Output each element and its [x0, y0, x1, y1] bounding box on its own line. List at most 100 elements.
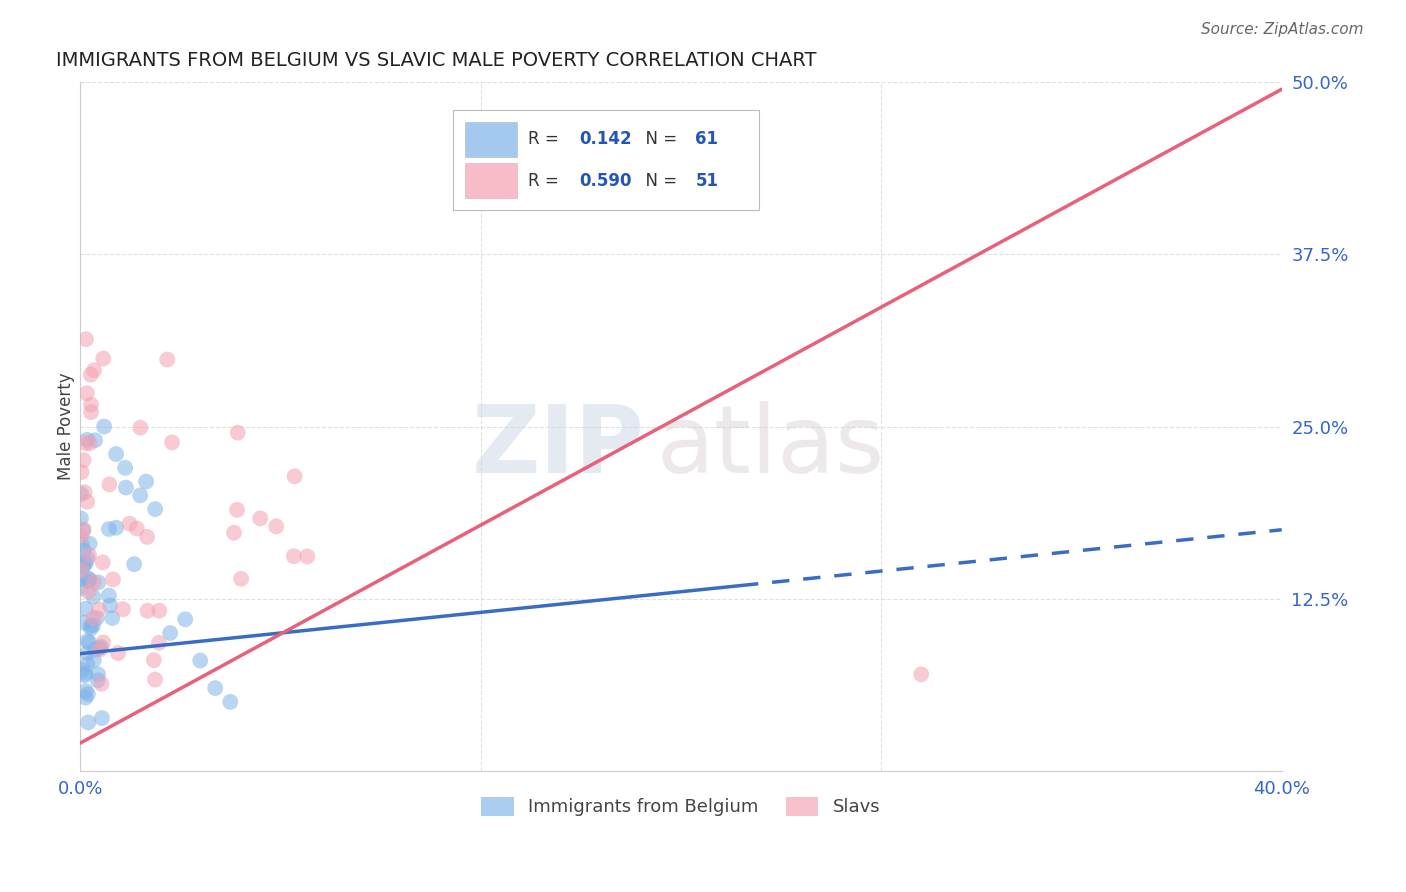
Point	[111, 602, 134, 616]
Point	[76, 433, 98, 447]
Point	[75, 436, 97, 450]
Point	[118, 516, 141, 531]
Point	[91, 635, 114, 649]
Point	[73, 543, 96, 558]
Point	[107, 646, 129, 660]
Point	[98, 599, 121, 613]
Point	[87, 667, 110, 681]
Point	[90, 677, 112, 691]
Point	[135, 475, 157, 489]
Point	[70, 465, 93, 479]
Point	[75, 332, 97, 346]
Point	[80, 621, 103, 635]
Point	[80, 368, 103, 382]
Point	[70, 511, 93, 525]
Point	[79, 619, 101, 633]
Legend: Immigrants from Belgium, Slavs: Immigrants from Belgium, Slavs	[474, 789, 887, 823]
Point	[73, 668, 96, 682]
Point	[75, 666, 97, 681]
Point	[73, 485, 96, 500]
Point	[80, 405, 103, 419]
Point	[73, 615, 96, 630]
Point	[79, 548, 101, 562]
Point	[101, 611, 124, 625]
Point	[70, 487, 93, 501]
Point	[77, 585, 100, 599]
Point	[156, 352, 179, 367]
Point	[72, 524, 94, 538]
Point	[98, 477, 121, 491]
Point	[70, 529, 93, 543]
FancyBboxPatch shape	[464, 122, 517, 157]
Point	[76, 551, 98, 566]
Point	[97, 522, 120, 536]
Point	[82, 618, 104, 632]
Point	[249, 511, 271, 525]
Text: IMMIGRANTS FROM BELGIUM VS SLAVIC MALE POVERTY CORRELATION CHART: IMMIGRANTS FROM BELGIUM VS SLAVIC MALE P…	[56, 51, 817, 70]
Point	[77, 715, 100, 730]
Point	[489, 171, 512, 186]
Point	[188, 654, 211, 668]
Point	[75, 602, 97, 616]
Point	[142, 653, 165, 667]
Point	[72, 663, 94, 677]
Point	[76, 386, 98, 401]
Point	[90, 711, 112, 725]
Point	[297, 549, 319, 564]
Point	[80, 398, 103, 412]
Point	[76, 495, 98, 509]
FancyBboxPatch shape	[453, 110, 759, 210]
Point	[77, 572, 100, 586]
Point	[129, 488, 152, 502]
Point	[101, 573, 124, 587]
FancyBboxPatch shape	[464, 163, 517, 198]
Point	[226, 503, 249, 517]
Point	[75, 684, 97, 698]
Point	[222, 525, 245, 540]
Point	[76, 646, 98, 660]
Point	[136, 530, 159, 544]
Point	[72, 559, 94, 574]
Point	[910, 667, 932, 681]
Point	[70, 538, 93, 552]
Text: 51: 51	[696, 172, 718, 190]
Point	[70, 572, 93, 586]
Point	[143, 502, 166, 516]
Point	[115, 481, 138, 495]
Text: N =: N =	[636, 130, 682, 148]
Point	[75, 556, 97, 570]
Point	[159, 626, 181, 640]
Text: ZIP: ZIP	[472, 401, 645, 493]
Point	[114, 460, 136, 475]
Point	[84, 642, 107, 657]
Text: R =: R =	[529, 130, 564, 148]
Point	[105, 521, 128, 535]
Point	[125, 521, 148, 535]
Point	[204, 681, 226, 695]
Point	[93, 419, 115, 434]
Point	[283, 549, 305, 564]
Point	[83, 653, 105, 667]
Point	[148, 604, 170, 618]
Text: N =: N =	[636, 172, 682, 190]
Point	[86, 673, 108, 688]
Point	[97, 589, 120, 603]
Point	[72, 522, 94, 536]
Point	[143, 673, 166, 687]
Point	[219, 695, 242, 709]
Point	[79, 537, 101, 551]
Y-axis label: Male Poverty: Male Poverty	[58, 373, 75, 480]
Text: 0.590: 0.590	[579, 172, 631, 190]
Point	[82, 590, 104, 604]
Point	[90, 640, 112, 654]
Point	[160, 435, 183, 450]
Point	[226, 425, 249, 440]
Text: R =: R =	[529, 172, 564, 190]
Point	[77, 635, 100, 649]
Text: atlas: atlas	[657, 401, 886, 493]
Point	[75, 690, 97, 705]
Point	[83, 611, 105, 625]
Point	[284, 469, 307, 483]
Point	[148, 636, 170, 650]
Point	[89, 643, 111, 657]
